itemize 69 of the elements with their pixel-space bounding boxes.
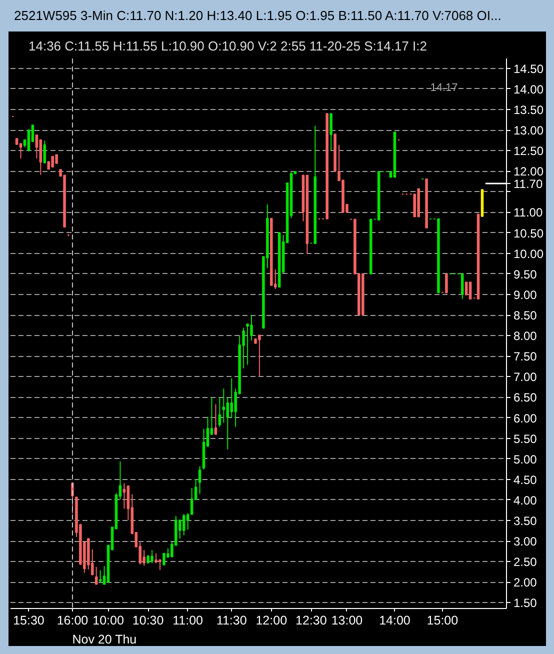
candlestick [222,388,226,424]
x-tick-label: 11:00 [172,614,204,628]
y-tick-label: 12.50 [514,144,544,158]
x-tick-label: 12:00 [256,614,288,628]
candlestick [186,512,190,530]
chart-title: 2521W595 3-Min C:11.70 N:1.20 H:13.40 L:1.95 O:1.95 B:11.50 A:11.70 V:7068 OI... [14,7,502,25]
candlestick [468,282,472,300]
candlestick [154,552,158,564]
candlestick [43,140,46,164]
y-tick-label: 2.50 [514,555,538,570]
y-tick-label: 10.50 [514,226,544,240]
y-tick-label: 13.50 [514,102,544,117]
y-tick-label: 9.50 [514,267,538,282]
x-tick-label: 12:30 [296,614,327,628]
x-tick-label: 13:00 [331,614,363,628]
candlestick [190,488,194,515]
candlestick [35,134,38,159]
chart-subtitle: 14:36 C:11.55 H:11.55 L:10.90 O:10.90 V:2 2:55 11-20-25 S:14.17 I:2 [28,38,427,54]
candlestick [198,466,202,494]
y-tick-label: 6.50 [514,390,538,405]
y-tick-label: 3.00 [514,534,538,549]
y-tick-label: 13.00 [514,124,544,138]
annotation: 14.17 [430,82,458,94]
candlestick [464,282,468,296]
candlestick [162,552,166,566]
ref-line-label: 11.70 [514,176,543,191]
candlestick [122,482,126,510]
candlestick [150,550,154,564]
candlestick [182,513,186,536]
x-tick-label: 14:00 [379,614,410,628]
y-tick-label: 12.00 [514,164,544,179]
x-tick-label: 11:30 [216,614,247,628]
y-tick-label: 5.00 [514,452,538,466]
y-tick-label: 10.00 [514,246,544,261]
x-tick-label: 10:30 [132,614,164,628]
candlestick [158,558,162,570]
y-tick-label: 2.00 [514,576,538,590]
candlestick [250,314,253,341]
y-tick-label: 8.50 [514,308,538,322]
candlestick [51,156,54,168]
candlestick [258,334,261,378]
candlestick [98,570,102,584]
x-tick-label: 10:00 [92,614,124,628]
candlestick [445,273,448,294]
candlestick [230,378,234,419]
y-tick-label: 7.00 [514,370,538,384]
y-tick-label: 1.50 [514,596,538,610]
y-tick-label: 14.00 [514,82,544,96]
y-tick-label: 4.00 [514,493,538,508]
y-tick-label: 6.00 [514,411,538,426]
candlestick [142,550,146,566]
y-tick-label: 9.00 [514,288,538,302]
y-tick-label: 14.50 [514,62,544,76]
x-tick-label: 15:00 [426,614,458,628]
y-tick-label: 3.50 [514,514,538,528]
y-tick-label: 5.50 [514,432,538,446]
x-tick-label: 15:30 [13,614,44,628]
candlestick [226,397,230,450]
x-tick-label: 16:00 [56,614,88,628]
x-axis-title: Nov 20 Thu [72,632,137,646]
candlestick [214,404,218,435]
y-tick-label: 7.50 [514,350,538,364]
y-tick-label: 8.00 [514,329,538,344]
candlestick [218,397,222,428]
y-tick-label: 4.50 [514,472,538,487]
candlestick [330,113,332,152]
y-tick-label: 11.00 [514,206,543,220]
candlestick [460,273,464,300]
candlestick [246,324,249,366]
